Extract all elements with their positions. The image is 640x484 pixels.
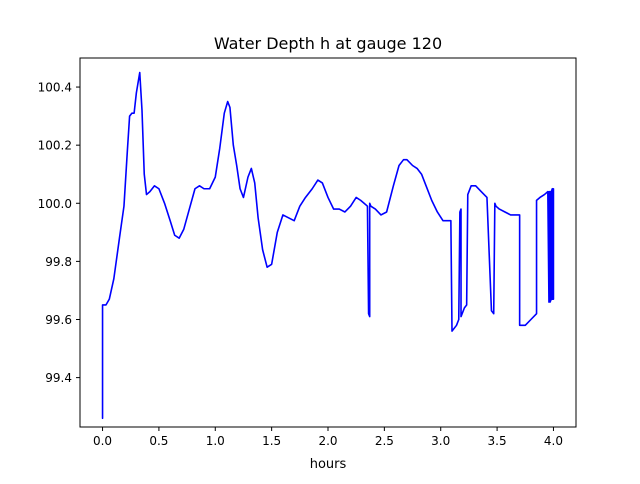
y-tick-label: 99.4	[45, 371, 72, 385]
y-tick-label: 100.2	[38, 139, 72, 153]
x-tick-label: 3.5	[488, 434, 507, 448]
y-tick-label: 99.6	[45, 313, 72, 327]
plot-frame	[79, 57, 577, 428]
x-tick-label: 2.5	[375, 434, 394, 448]
x-axis-label: hours	[310, 457, 347, 472]
series-line-0	[101, 71, 555, 420]
chart-title: Water Depth h at gauge 120	[214, 34, 442, 53]
x-tick-label: 0.5	[149, 434, 168, 448]
x-tick-label: 0.0	[93, 434, 112, 448]
x-tick-label: 1.5	[262, 434, 281, 448]
y-tick-label: 100.4	[38, 81, 72, 95]
y-tick-label: 99.8	[45, 255, 72, 269]
x-tick-label: 1.0	[206, 434, 225, 448]
x-tick-label: 2.0	[318, 434, 337, 448]
x-tick-label: 3.0	[431, 434, 450, 448]
y-tick-label: 100.0	[38, 197, 72, 211]
x-tick-label: 4.0	[544, 434, 563, 448]
